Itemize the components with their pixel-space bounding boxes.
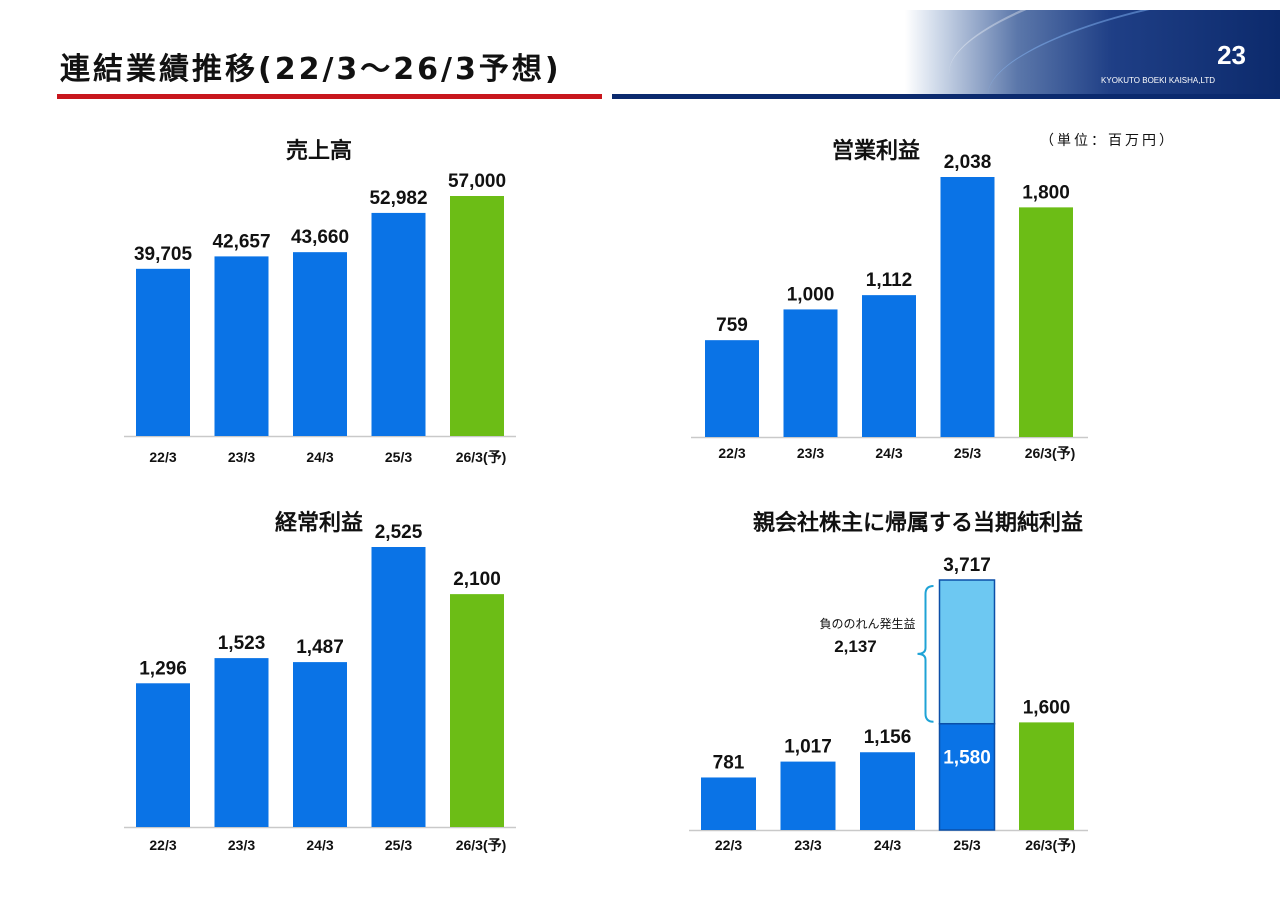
bar: [371, 212, 426, 436]
category-label: 22/3: [149, 449, 176, 465]
bar: [780, 761, 836, 830]
category-label: 23/3: [794, 837, 821, 853]
company-name: KYOKUTO BOEKI KAISHA,LTD: [1101, 76, 1215, 85]
page-number: 23: [1217, 40, 1246, 70]
title-underline-red: [57, 94, 602, 99]
category-label: 26/3(予): [1025, 837, 1076, 853]
bar-value-label: 1,156: [864, 727, 912, 748]
bar: [862, 295, 916, 437]
category-label: 25/3: [954, 445, 981, 461]
header-banner: [905, 10, 1280, 95]
bar-forecast: [450, 196, 504, 436]
bar-value-label: 1,112: [866, 270, 913, 291]
chart-title-net-income: 親会社株主に帰属する当期純利益: [752, 511, 1083, 536]
bar: [293, 662, 347, 827]
category-label: 23/3: [228, 449, 255, 465]
bar: [705, 340, 759, 437]
bar-value-label: 1,017: [784, 737, 832, 758]
category-label: 26/3(予): [1025, 445, 1076, 461]
bar: [214, 256, 269, 436]
bar-gain-segment: [938, 579, 996, 725]
bar-value-label: 1,800: [1022, 182, 1070, 203]
category-label: 23/3: [228, 837, 255, 853]
page-title: 連結業績推移(22/3～26/3予想): [60, 52, 562, 87]
category-label: 25/3: [385, 837, 412, 853]
bar-value-label: 1,600: [1023, 697, 1071, 718]
category-label: 25/3: [385, 449, 412, 465]
category-label: 25/3: [953, 837, 980, 853]
bar-value-label: 57,000: [448, 171, 506, 192]
bar: [860, 752, 915, 830]
unit-label: （単位：百万円）: [1040, 133, 1176, 149]
category-label: 26/3(予): [456, 449, 507, 465]
bar-value-label: 1,000: [787, 284, 835, 305]
category-label: 26/3(予): [456, 837, 507, 853]
bar-forecast: [1019, 207, 1073, 437]
bar-value-label: 39,705: [134, 244, 193, 265]
bar: [701, 777, 756, 830]
bar-value-label: 42,657: [212, 231, 270, 252]
bar-value-label: 52,982: [369, 188, 427, 209]
bar-value-label: 2,525: [375, 522, 423, 543]
bar-value-label: 781: [713, 752, 745, 773]
bar-value-label: 2,100: [453, 569, 501, 590]
bar: [136, 268, 190, 436]
bar-base-label: 1,580: [943, 748, 991, 769]
bar: [136, 683, 190, 827]
bar: [371, 547, 426, 827]
bar-value-label: 1,487: [296, 637, 344, 658]
chart-title-sales: 売上高: [285, 139, 352, 164]
category-label: 22/3: [715, 837, 742, 853]
bar-value-label: 3,717: [943, 555, 991, 576]
category-label: 24/3: [875, 445, 902, 461]
bar-value-label: 43,660: [291, 227, 349, 248]
category-label: 22/3: [718, 445, 745, 461]
gain-bracket: [917, 585, 934, 723]
bar: [214, 658, 269, 827]
category-label: 22/3: [149, 837, 176, 853]
chart-title-operating-profit: 営業利益: [831, 139, 920, 164]
bar-forecast: [1019, 722, 1074, 830]
category-label: 24/3: [874, 837, 901, 853]
chart-title-ordinary-profit: 経常利益: [274, 511, 363, 536]
bar: [293, 252, 347, 436]
title-underline-blue: [612, 94, 1280, 99]
bar-base-segment: [938, 722, 996, 831]
category-label: 24/3: [306, 449, 333, 465]
bar: [940, 177, 995, 437]
bar-value-label: 759: [716, 315, 748, 336]
category-label: 24/3: [306, 837, 333, 853]
bar-value-label: 2,038: [944, 152, 992, 173]
gain-value-label: 2,137: [834, 637, 877, 656]
gain-name-label: 負ののれん発生益: [819, 617, 915, 631]
bar-forecast: [450, 594, 504, 827]
category-label: 23/3: [797, 445, 824, 461]
bar-value-label: 1,296: [139, 658, 187, 679]
bar: [783, 309, 838, 437]
bar-value-label: 1,523: [218, 633, 266, 654]
